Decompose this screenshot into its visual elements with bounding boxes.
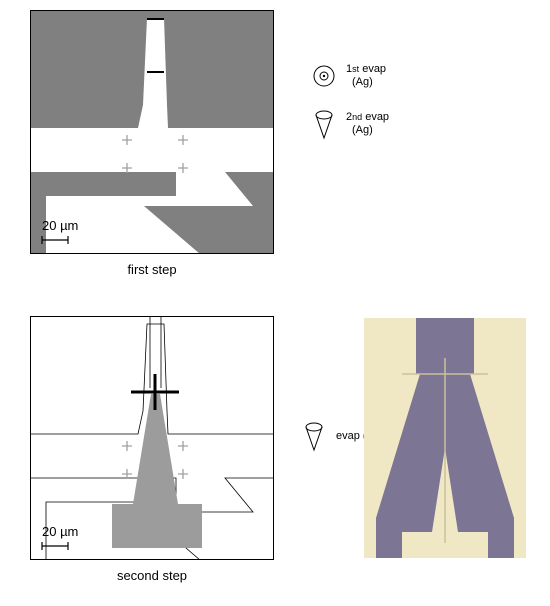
top-cap: [147, 18, 164, 20]
cone-icon-2: [300, 420, 328, 452]
legend-row-2nd-evap: 2nd evap (Ag): [310, 108, 389, 140]
target-icon: [310, 62, 338, 90]
scalebar-label: 20 µm: [42, 218, 78, 233]
legend2-line1: 2nd evap: [346, 111, 389, 123]
legend-text-1: 1st evap (Ag): [346, 63, 386, 88]
al-base: [112, 504, 202, 548]
figure-root: 20 µm first step 1st evap (Ag): [0, 0, 550, 606]
micrograph-svg: [364, 318, 526, 558]
legend2-ord: nd: [352, 112, 362, 122]
caption-first-step: first step: [30, 262, 274, 277]
legend1-sub: (Ag): [352, 76, 373, 88]
panel-micrograph: [364, 318, 526, 558]
caption-second-step: second step: [30, 568, 274, 583]
cone-icon: [310, 108, 338, 140]
panel-first-step: 20 µm: [30, 10, 274, 254]
legend2-rest: evap: [362, 111, 389, 123]
first-step-svg: 20 µm: [30, 10, 274, 254]
scalebar-label-2: 20 µm: [42, 524, 78, 539]
legend-text-2: 2nd evap (Ag): [346, 111, 389, 136]
panel-second-step: 20 µm: [30, 316, 274, 560]
legend1-line1: 1st evap: [346, 63, 386, 75]
legend-row-1st-evap: 1st evap (Ag): [310, 62, 389, 90]
legend2-sub: (Ag): [352, 124, 373, 136]
legend1-rest: evap: [359, 63, 386, 75]
legend-top: 1st evap (Ag) 2nd evap (Ag): [310, 62, 389, 158]
second-step-svg: 20 µm: [30, 316, 274, 560]
